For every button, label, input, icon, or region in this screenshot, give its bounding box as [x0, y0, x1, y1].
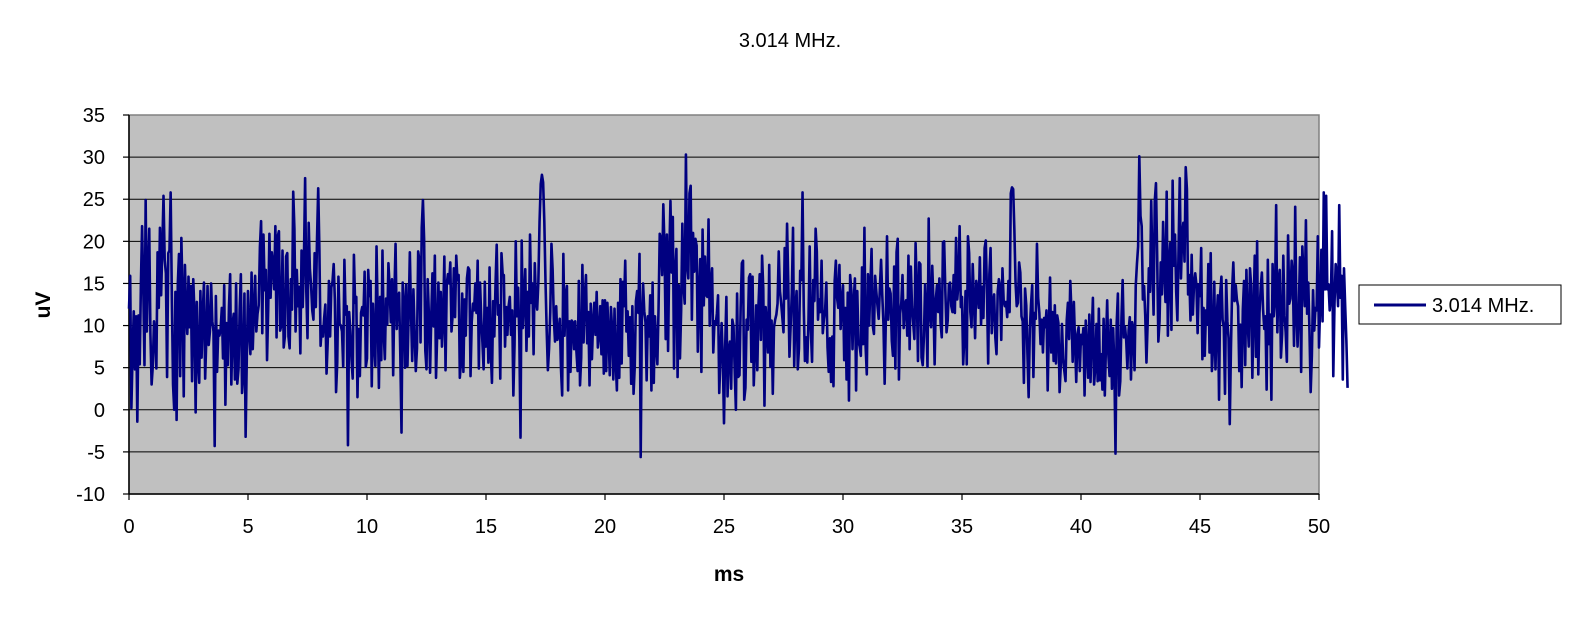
y-tick-label: 5 — [94, 358, 105, 380]
legend: 3.014 MHz. — [1358, 284, 1562, 325]
y-tick-label: 30 — [83, 147, 105, 169]
y-tick-label: -10 — [76, 484, 105, 506]
x-tick-label: 40 — [1070, 516, 1092, 538]
series-group — [127, 153, 1349, 459]
y-tick-label: 35 — [83, 105, 105, 127]
x-axis-title: ms — [714, 563, 744, 586]
y-tick-label: -5 — [87, 442, 105, 464]
y-tick-label: 25 — [83, 189, 105, 211]
y-tick-label: 0 — [94, 400, 105, 422]
x-axis: 0 5 10 15 20 25 30 35 40 45 50 — [123, 493, 1330, 538]
x-tick-label: 35 — [951, 516, 973, 538]
y-tick-label: 15 — [83, 273, 105, 295]
series-line — [127, 153, 1349, 459]
chart-title: 3.014 MHz. — [739, 30, 841, 52]
x-tick-label: 25 — [713, 516, 735, 538]
y-tick-label: 20 — [83, 231, 105, 253]
x-tick-label: 5 — [242, 516, 253, 538]
y-axis: 35 30 25 20 15 10 5 0 -5 -10 — [76, 105, 130, 506]
x-tick-label: 0 — [123, 516, 134, 538]
x-tick-label: 15 — [475, 516, 497, 538]
legend-label: 3.014 MHz. — [1432, 295, 1534, 317]
y-axis-title: uV — [32, 292, 55, 319]
x-tick-label: 45 — [1189, 516, 1211, 538]
x-tick-label: 10 — [356, 516, 378, 538]
x-tick-label: 30 — [832, 516, 854, 538]
x-tick-label: 50 — [1308, 516, 1330, 538]
y-tick-label: 10 — [83, 316, 105, 338]
x-tick-label: 20 — [594, 516, 616, 538]
